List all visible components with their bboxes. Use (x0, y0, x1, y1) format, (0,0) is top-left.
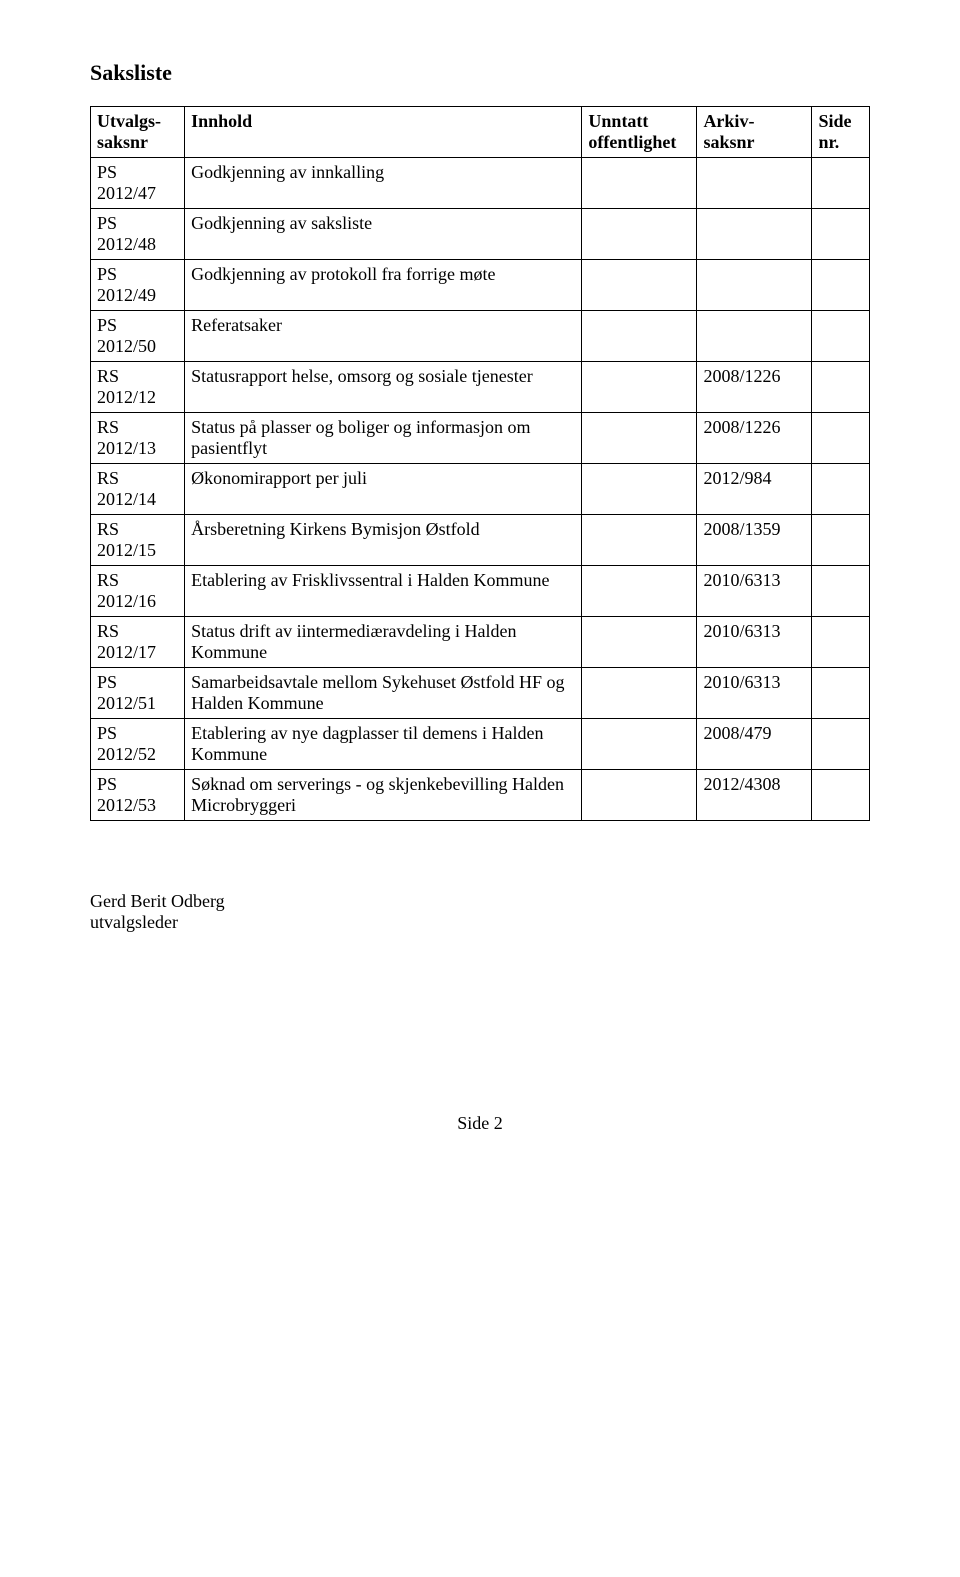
cell-unntatt (582, 515, 697, 566)
cell-side (812, 362, 870, 413)
cell-side (812, 260, 870, 311)
cell-unntatt (582, 770, 697, 821)
cell-innhold: Statusrapport helse, omsorg og sosiale t… (185, 362, 582, 413)
cell-arkiv: 2012/4308 (697, 770, 812, 821)
header-unntatt: Unntattoffentlighet (582, 107, 697, 158)
header-arkivsaksnr: Arkiv-saksnr (697, 107, 812, 158)
cell-side (812, 770, 870, 821)
cell-innhold: Etablering av Frisklivssentral i Halden … (185, 566, 582, 617)
cell-unntatt (582, 362, 697, 413)
table-row: PS2012/53Søknad om serverings - og skjen… (91, 770, 870, 821)
cell-arkiv (697, 158, 812, 209)
cell-utvalgssaksnr: PS2012/51 (91, 668, 185, 719)
cell-arkiv: 2010/6313 (697, 566, 812, 617)
table-row: PS2012/48Godkjenning av saksliste (91, 209, 870, 260)
cell-utvalgssaksnr: RS2012/16 (91, 566, 185, 617)
cell-arkiv (697, 311, 812, 362)
cell-utvalgssaksnr: PS2012/52 (91, 719, 185, 770)
saksliste-table: Utvalgs-saksnr Innhold Unntattoffentligh… (90, 106, 870, 821)
table-row: RS2012/17Status drift av iintermediæravd… (91, 617, 870, 668)
page-title: Saksliste (90, 60, 870, 86)
cell-unntatt (582, 617, 697, 668)
cell-innhold: Økonomirapport per juli (185, 464, 582, 515)
cell-utvalgssaksnr: PS2012/53 (91, 770, 185, 821)
table-row: RS2012/14Økonomirapport per juli 2012/984 (91, 464, 870, 515)
table-row: RS2012/13Status på plasser og boliger og… (91, 413, 870, 464)
cell-side (812, 617, 870, 668)
table-row: PS2012/49Godkjenning av protokoll fra fo… (91, 260, 870, 311)
table-row: PS2012/52Etablering av nye dagplasser ti… (91, 719, 870, 770)
cell-innhold: Status på plasser og boliger og informas… (185, 413, 582, 464)
table-row: RS2012/16Etablering av Frisklivssentral … (91, 566, 870, 617)
table-header-row: Utvalgs-saksnr Innhold Unntattoffentligh… (91, 107, 870, 158)
cell-side (812, 413, 870, 464)
cell-utvalgssaksnr: PS2012/50 (91, 311, 185, 362)
cell-unntatt (582, 464, 697, 515)
cell-arkiv: 2008/1226 (697, 413, 812, 464)
table-row: RS2012/12Statusrapport helse, omsorg og … (91, 362, 870, 413)
cell-arkiv: 2012/984 (697, 464, 812, 515)
table-row: PS2012/50Referatsaker (91, 311, 870, 362)
header-utvalgssaksnr: Utvalgs-saksnr (91, 107, 185, 158)
cell-side (812, 719, 870, 770)
cell-side (812, 464, 870, 515)
cell-unntatt (582, 158, 697, 209)
cell-arkiv: 2008/1359 (697, 515, 812, 566)
cell-utvalgssaksnr: RS2012/12 (91, 362, 185, 413)
cell-innhold: Status drift av iintermediæravdeling i H… (185, 617, 582, 668)
cell-unntatt (582, 668, 697, 719)
cell-arkiv (697, 209, 812, 260)
cell-unntatt (582, 719, 697, 770)
cell-innhold: Referatsaker (185, 311, 582, 362)
cell-utvalgssaksnr: RS2012/14 (91, 464, 185, 515)
table-row: PS2012/47Godkjenning av innkalling (91, 158, 870, 209)
table-row: PS2012/51Samarbeidsavtale mellom Sykehus… (91, 668, 870, 719)
cell-unntatt (582, 311, 697, 362)
cell-utvalgssaksnr: RS2012/15 (91, 515, 185, 566)
page-footer: Side 2 (90, 1113, 870, 1134)
cell-utvalgssaksnr: RS2012/13 (91, 413, 185, 464)
cell-innhold: Etablering av nye dagplasser til demens … (185, 719, 582, 770)
cell-utvalgssaksnr: PS2012/47 (91, 158, 185, 209)
cell-innhold: Godkjenning av innkalling (185, 158, 582, 209)
cell-unntatt (582, 566, 697, 617)
header-side: Sidenr. (812, 107, 870, 158)
signature-role: utvalgsleder (90, 912, 870, 933)
cell-innhold: Samarbeidsavtale mellom Sykehuset Østfol… (185, 668, 582, 719)
cell-innhold: Søknad om serverings - og skjenkebevilli… (185, 770, 582, 821)
cell-unntatt (582, 209, 697, 260)
cell-side (812, 668, 870, 719)
cell-innhold: Godkjenning av protokoll fra forrige møt… (185, 260, 582, 311)
table-row: RS2012/15Årsberetning Kirkens Bymisjon Ø… (91, 515, 870, 566)
cell-utvalgssaksnr: RS2012/17 (91, 617, 185, 668)
cell-innhold: Årsberetning Kirkens Bymisjon Østfold (185, 515, 582, 566)
cell-arkiv: 2010/6313 (697, 617, 812, 668)
signature-block: Gerd Berit Odberg utvalgsleder (90, 891, 870, 933)
cell-arkiv (697, 260, 812, 311)
cell-side (812, 311, 870, 362)
signature-name: Gerd Berit Odberg (90, 891, 870, 912)
cell-arkiv: 2008/479 (697, 719, 812, 770)
cell-side (812, 515, 870, 566)
cell-arkiv: 2010/6313 (697, 668, 812, 719)
cell-side (812, 209, 870, 260)
header-innhold: Innhold (185, 107, 582, 158)
cell-utvalgssaksnr: PS2012/48 (91, 209, 185, 260)
cell-innhold: Godkjenning av saksliste (185, 209, 582, 260)
cell-arkiv: 2008/1226 (697, 362, 812, 413)
cell-utvalgssaksnr: PS2012/49 (91, 260, 185, 311)
cell-side (812, 158, 870, 209)
cell-side (812, 566, 870, 617)
cell-unntatt (582, 260, 697, 311)
cell-unntatt (582, 413, 697, 464)
